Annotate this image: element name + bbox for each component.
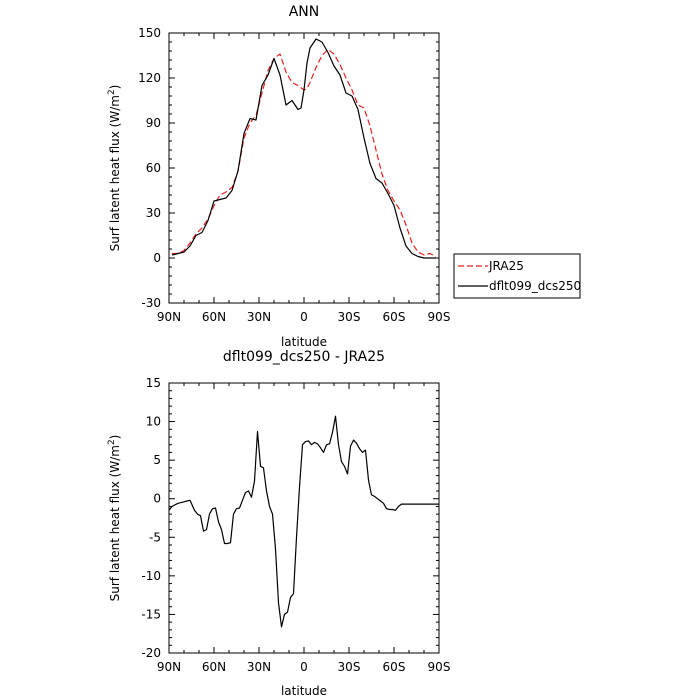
y-tick-label-bottom: -5 (149, 530, 161, 544)
series-line-bottom-0 (168, 415, 439, 628)
panel-bottom: dflt099_dcs250 - JRA25 90N 60N 30N 0 30S 60S 9… (107, 349, 450, 698)
axis-ticks-bottom: 90N 60N 30N 0 30S 60S 90S -20 -15 -10 -5 0 5 10 15 (141, 376, 450, 674)
plot-frame-bottom (168, 382, 440, 654)
y-tick-label-bottom: 0 (153, 492, 161, 506)
x-tick-label-top: 90N (157, 310, 181, 324)
y-tick-label-bottom: -10 (141, 569, 161, 583)
y-tick-label-top: 0 (153, 251, 161, 265)
y-tick-label-bottom: -15 (141, 607, 161, 621)
y-tick-label-bottom: 10 (146, 415, 161, 429)
legend-label-dflt: dflt099_dcs250 (489, 279, 581, 293)
x-tick-label-bottom: 60N (202, 660, 226, 674)
legend-box (453, 253, 581, 299)
series-line-top-0 (172, 48, 437, 258)
y-tick-label-top: 120 (138, 71, 161, 85)
y-axis-label-top: Surf latent heat flux (W/m2) (107, 85, 122, 252)
panel-top: ANN 90N 60N 30N 0 30S 60S 90S-300306090120150 … (107, 4, 450, 349)
chart-title-top: ANN (289, 4, 320, 20)
series-line-top-1 (171, 38, 436, 259)
x-tick-label-bottom: 0 (300, 660, 308, 674)
x-tick-label-bottom: 30S (338, 660, 361, 674)
y-tick-label-bottom: -20 (141, 646, 161, 660)
x-tick-label-bottom: 30N (247, 660, 271, 674)
x-tick-label-top: 60N (202, 310, 226, 324)
chart-title-bottom: dflt099_dcs250 - JRA25 (223, 349, 385, 365)
y-tick-label-bottom: 5 (153, 453, 161, 467)
x-tick-label-top: 30N (247, 310, 271, 324)
x-tick-label-bottom: 90S (428, 660, 451, 674)
y-tick-label-top: 60 (146, 161, 161, 175)
y-tick-label-top: 150 (138, 26, 161, 40)
y-tick-label-top: 90 (146, 116, 161, 130)
x-tick-label-top: 30S (338, 310, 361, 324)
series-layer-bottom (168, 415, 439, 628)
plot-frame-top (168, 32, 440, 304)
axis-ticks-top: 90N 60N 30N 0 30S 60S 90S -30 0 30 60 90 120 150 (138, 26, 450, 324)
y-tick-label-bottom: 15 (146, 376, 161, 390)
x-tick-label-top: 60S (383, 310, 406, 324)
y-tick-label-top: -30 (141, 296, 161, 310)
legend-label-jra25: JRA25 (488, 259, 524, 273)
x-axis-label-bottom: latitude (281, 684, 327, 698)
x-tick-label-bottom: 90N (157, 660, 181, 674)
legend: JRA25 dflt099_dcs250 (453, 253, 581, 299)
x-tick-label-bottom: 60S (383, 660, 406, 674)
series-layer-top (171, 38, 437, 259)
y-tick-label-top: 30 (146, 206, 161, 220)
x-tick-label-top: 90S (428, 310, 451, 324)
x-tick-label-top: 0 (300, 310, 308, 324)
x-axis-label-top: latitude (281, 335, 327, 349)
y-axis-label-bottom: Surf latent heat flux (W/m2) (107, 435, 122, 602)
